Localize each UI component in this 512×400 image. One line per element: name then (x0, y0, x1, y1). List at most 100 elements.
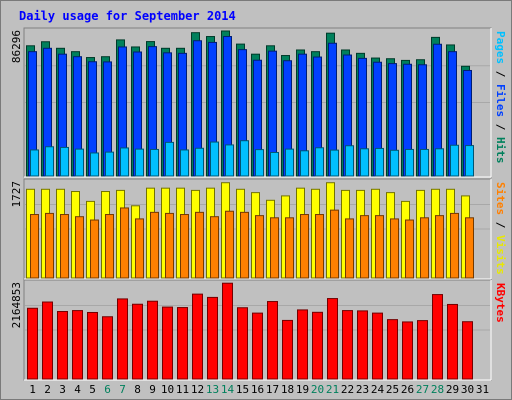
bar-kbytes-day-29 (447, 303, 458, 380)
x-tick-label: 10 (161, 383, 174, 396)
bar-pages-day-7 (120, 147, 129, 177)
bar-sites-day-26 (405, 219, 414, 279)
bar-kbytes-day-17 (267, 301, 278, 380)
bar-kbytes-day-19 (297, 309, 308, 380)
x-tick-label: 25 (386, 383, 399, 396)
bar-kbytes-day-12 (192, 293, 203, 380)
bar-kbytes-day-11 (177, 307, 188, 380)
bar-sites-day-7 (120, 207, 129, 279)
bar-sites-day-18 (285, 217, 294, 279)
legend-entry: / (494, 117, 507, 137)
bar-kbytes-day-15 (237, 307, 248, 380)
bar-kbytes-day-24 (372, 312, 383, 380)
legend-entry: KBytes (494, 283, 507, 323)
bar-sites-day-29 (450, 212, 459, 279)
bar-pages-day-24 (375, 147, 384, 177)
bar-pages-day-3 (60, 146, 69, 177)
bar-sites-day-22 (345, 218, 354, 279)
chart-panels: 86296 Pages / Files / Hits 1727 Sites / Vis… (10, 27, 507, 381)
bar-pages-day-10 (165, 141, 174, 177)
bar-pages-day-20 (315, 147, 324, 177)
bar-sites-day-20 (315, 214, 324, 279)
bar-pages-day-30 (465, 145, 474, 177)
bar-sites-day-10 (165, 212, 174, 279)
bar-pages-day-11 (180, 149, 189, 177)
bar-kbytes-day-28 (432, 294, 443, 380)
bar-kbytes-day-9 (147, 300, 158, 380)
bar-sites-day-13 (210, 216, 219, 279)
x-tick-label: 27 (416, 383, 429, 396)
bar-sites-day-11 (180, 214, 189, 279)
bar-sites-day-9 (150, 211, 159, 279)
bar-sites-day-2 (45, 212, 54, 279)
x-tick-label: 22 (341, 383, 354, 396)
panel-kbytes: 2164853 KBytes (10, 279, 507, 381)
legend-label: KBytes (494, 283, 507, 323)
bar-pages-day-4 (75, 148, 84, 177)
bar-pages-day-27 (420, 148, 429, 177)
x-tick-label: 11 (176, 383, 189, 396)
bar-kbytes-day-30 (462, 321, 473, 380)
x-tick-label: 21 (326, 383, 339, 396)
bar-pages-day-29 (450, 144, 459, 177)
bar-pages-day-17 (270, 151, 279, 177)
x-tick-label: 20 (311, 383, 324, 396)
y-max-label: 2164853 (10, 282, 23, 328)
legend-entry: Visits (494, 235, 507, 275)
bar-kbytes-day-16 (252, 312, 263, 380)
x-tick-label: 19 (296, 383, 309, 396)
bar-sites-day-3 (60, 214, 69, 279)
x-tick-label: 5 (89, 383, 96, 396)
bar-pages-day-25 (390, 149, 399, 177)
bar-sites-day-12 (195, 211, 204, 279)
bar-kbytes-day-14 (222, 282, 233, 380)
bar-sites-day-17 (270, 217, 279, 279)
bar-pages-day-21 (330, 149, 339, 177)
x-tick-label: 16 (251, 383, 264, 396)
bar-pages-day-23 (360, 148, 369, 177)
x-tick-label: 24 (371, 383, 385, 396)
bar-kbytes-day-4 (72, 310, 83, 380)
bar-sites-day-27 (420, 217, 429, 279)
bar-pages-day-13 (210, 141, 219, 177)
bar-sites-day-6 (105, 214, 114, 279)
bar-kbytes-day-2 (42, 301, 53, 380)
x-tick-label: 4 (74, 383, 81, 396)
bar-pages-day-5 (90, 152, 99, 177)
x-tick-label: 30 (461, 383, 474, 396)
bar-kbytes-day-1 (27, 307, 38, 380)
bar-pages-day-2 (45, 146, 54, 177)
x-tick-label: 17 (266, 383, 279, 396)
bar-sites-day-28 (435, 215, 444, 279)
x-tick-label: 29 (446, 383, 459, 396)
bar-pages-day-9 (150, 148, 159, 177)
legend-entry: Sites (494, 182, 507, 215)
x-tick-label: 15 (236, 383, 249, 396)
chart-title: Daily usage for September 2014 (19, 9, 236, 23)
bar-sites-day-14 (225, 210, 234, 279)
bar-sites-day-4 (75, 216, 84, 279)
x-tick-label: 2 (44, 383, 51, 396)
bar-kbytes-day-6 (102, 316, 113, 380)
bar-sites-day-19 (300, 214, 309, 279)
x-tick-label: 9 (149, 383, 156, 396)
bar-kbytes-day-8 (132, 303, 143, 380)
legend-entry: Files (494, 84, 507, 117)
x-tick-label: 8 (134, 383, 141, 396)
x-tick-label: 12 (191, 383, 204, 396)
panel-hits: 86296 Pages / Files / Hits (10, 27, 507, 178)
bar-sites-day-30 (465, 217, 474, 279)
bar-sites-day-15 (240, 211, 249, 279)
x-tick-label: 23 (356, 383, 369, 396)
x-tick-label: 1 (29, 383, 36, 396)
bar-pages-day-12 (195, 147, 204, 177)
x-tick-label: 3 (59, 383, 66, 396)
bar-pages-day-6 (105, 151, 114, 177)
bar-kbytes-day-22 (342, 310, 353, 380)
bar-kbytes-day-25 (387, 319, 398, 380)
bar-kbytes-day-18 (282, 319, 293, 380)
bar-kbytes-day-20 (312, 311, 323, 380)
bar-kbytes-day-7 (117, 298, 128, 380)
bar-sites-day-1 (30, 214, 39, 279)
bar-sites-day-23 (360, 215, 369, 279)
